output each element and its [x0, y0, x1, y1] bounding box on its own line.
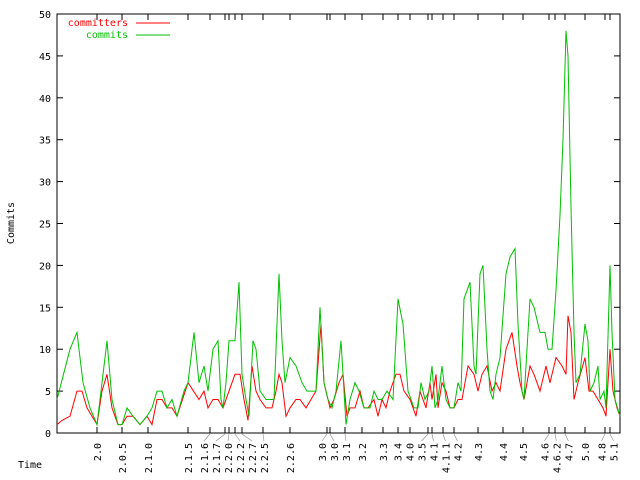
y-tick-label: 50 [39, 10, 51, 21]
x-tick-label: 3.0 [318, 443, 329, 461]
x-tick-leader [234, 433, 241, 442]
x-axis-label: Time [18, 460, 42, 471]
x-tick-leader [321, 433, 328, 442]
x-tick-leader [227, 433, 230, 442]
x-tick-leader [203, 433, 211, 442]
legend-label-committers: committers [68, 18, 128, 29]
series-line-commits [56, 30, 621, 427]
x-tick-label: 2.0.5 [118, 443, 129, 473]
legend: committers commits [68, 18, 170, 41]
x-tick-label: 2.2.5 [260, 443, 271, 473]
x-tick-leader [421, 433, 429, 442]
x-tick-label: 4.2 [454, 443, 465, 461]
x-tick-leader [241, 433, 253, 442]
x-tick-leader [329, 433, 335, 442]
x-tick-label: 4.6.2 [552, 443, 563, 473]
x-tick-label: 2.1.0 [144, 443, 155, 473]
y-tick-label: 0 [45, 429, 51, 440]
x-tick-label: 4.3 [474, 443, 485, 461]
y-tick-label: 45 [39, 52, 51, 63]
x-tick-label: 2.2.0 [224, 443, 235, 473]
x-tick-label: 2.2.6 [286, 443, 297, 473]
x-tick-label: 4.1.1 [442, 443, 453, 473]
y-tick-label: 30 [39, 178, 51, 189]
legend-label-commits: commits [86, 30, 128, 41]
x-tick-leader [453, 433, 458, 442]
x-tick-label: 4.4 [499, 443, 510, 461]
y-tick-label: 25 [39, 220, 51, 231]
x-tick-label: 2.1.5 [184, 443, 195, 473]
x-tick-label: 4.1 [430, 443, 441, 461]
x-tick-leader [564, 433, 569, 442]
x-tick-label: 5.0 [581, 443, 592, 461]
x-tick-label: 5.1 [610, 443, 621, 461]
x-tick-leader [442, 433, 446, 442]
x-tick-label: 3.5 [418, 443, 429, 461]
x-tick-leader [609, 433, 614, 442]
series-lines [56, 30, 621, 427]
x-tick-leader [554, 433, 557, 442]
x-tick-leader [601, 433, 606, 442]
x-tick-label: 4.7 [564, 443, 575, 461]
x-tick-label: 2.2.2 [236, 443, 247, 473]
x-tick-label: 2.1.7 [212, 443, 223, 473]
x-tick-label: 2.2.7 [248, 443, 259, 473]
x-axis: 2.0 2.0.5 2.1.0 2.1.5 2.1.6 2.1.7 2.2.0 2.2.2 2.… [93, 14, 621, 473]
x-tick-leader [215, 433, 226, 442]
x-tick-label: 4.8 [598, 443, 609, 461]
x-tick-leader [431, 433, 434, 442]
x-tick-leader [544, 433, 550, 442]
y-tick-label: 5 [45, 387, 51, 398]
x-tick-leader [344, 433, 347, 442]
x-tick-label: 3.2 [358, 443, 369, 461]
y-tick-label: 15 [39, 303, 51, 314]
y-tick-label: 40 [39, 94, 51, 105]
x-tick-label: 4.0 [406, 443, 417, 461]
x-tick-label: 4.6 [540, 443, 551, 461]
x-tick-label: 3.4 [394, 443, 405, 461]
y-axis-label: Commits [6, 202, 17, 244]
y-axis: 0 5 10 15 20 25 30 35 40 45 50 [39, 10, 620, 440]
y-tick-label: 20 [39, 261, 51, 272]
y-tick-label: 35 [39, 136, 51, 147]
x-tick-leader [262, 433, 265, 442]
y-tick-label: 10 [39, 345, 51, 356]
x-tick-label: 3.1 [342, 443, 353, 461]
x-tick-label: 2.0 [93, 443, 104, 461]
x-tick-label: 3.0 [330, 443, 341, 461]
x-tick-label: 3.3 [379, 443, 390, 461]
x-tick-label: 4.5 [519, 443, 530, 461]
x-tick-label: 2.1.6 [200, 443, 211, 473]
